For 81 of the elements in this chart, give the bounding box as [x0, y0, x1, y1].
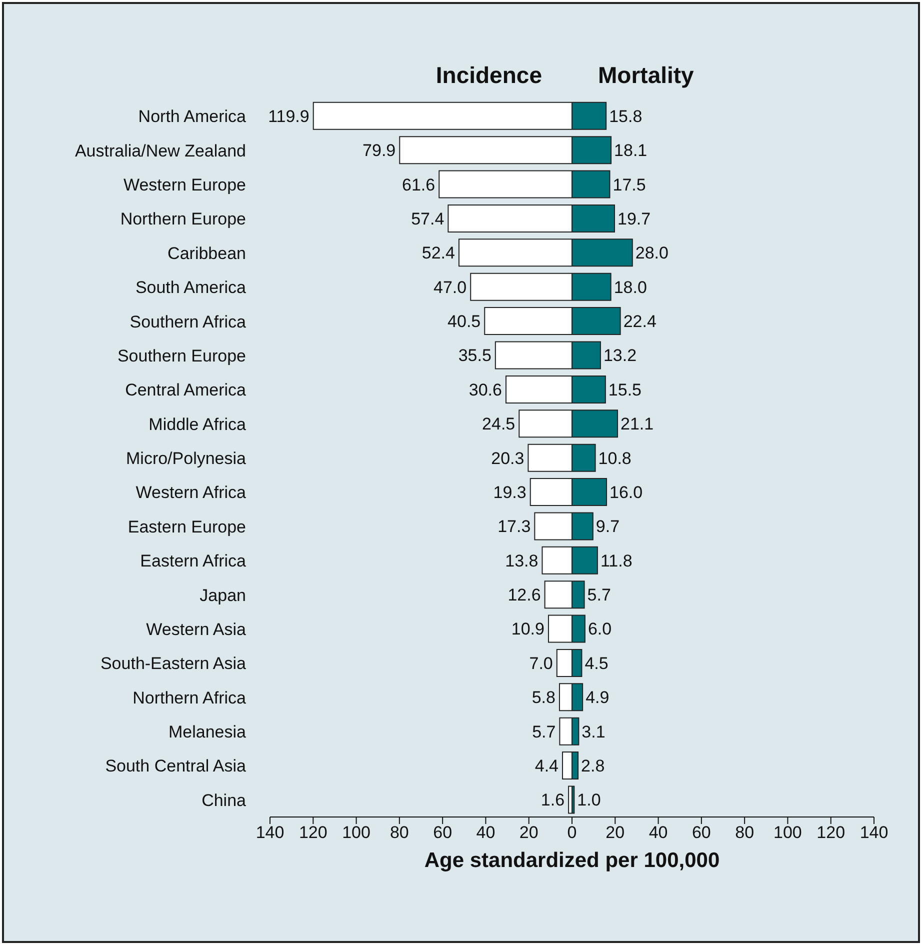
data-label: 7.0	[529, 654, 553, 673]
y-tick-label: China	[202, 790, 247, 810]
y-tick-label: Middle Africa	[148, 414, 247, 434]
data-label: 13.2	[603, 346, 637, 366]
chart-title: Incidence	[436, 62, 542, 89]
data-label: 22.4	[623, 312, 656, 332]
data-label: 15.5	[608, 380, 642, 400]
data-label: 9.7	[596, 517, 620, 536]
data-label: 4.5	[584, 654, 608, 673]
data-label: 18.1	[614, 141, 648, 160]
data-label: 57.4	[411, 209, 444, 228]
data-label: 17.3	[498, 517, 531, 536]
x-tick-label: 120	[816, 823, 846, 842]
x-tick-label: 80	[735, 823, 754, 842]
x-tick-label: 40	[648, 823, 668, 842]
x-tick-label: 100	[342, 823, 370, 842]
y-tick-label: Caribbean	[168, 244, 246, 263]
data-label: 19.7	[617, 209, 651, 228]
y-tick-label: North America	[138, 107, 247, 126]
data-label: 24.5	[482, 414, 516, 434]
data-label: 3.1	[582, 722, 606, 742]
y-tick-label: Central America	[125, 380, 247, 400]
data-label: 2.8	[581, 756, 605, 776]
data-label: 4.9	[586, 688, 610, 708]
data-label: 10.9	[511, 620, 544, 639]
data-label: 47.0	[434, 278, 467, 297]
y-tick-label: Eastern Europe	[128, 517, 246, 536]
x-tick-label: 120	[298, 823, 328, 842]
y-tick-label: South Central Asia	[105, 756, 247, 776]
x-tick-label: 80	[390, 823, 409, 842]
data-label: 52.4	[422, 244, 455, 263]
y-tick-label: Western Asia	[146, 620, 247, 639]
x-tick-label: 20	[519, 823, 538, 842]
data-label: 17.5	[612, 175, 646, 194]
data-label: 21.1	[620, 414, 654, 434]
data-label: 6.0	[588, 620, 612, 639]
data-label: 10.8	[598, 448, 632, 468]
y-tick-label: Western Europe	[123, 176, 246, 195]
y-tick-label: South-Eastern Asia	[100, 654, 247, 674]
data-label: 20.3	[491, 448, 524, 468]
data-label: 30.6	[468, 380, 502, 400]
x-tick-label: 0	[567, 823, 577, 842]
y-tick-label: Southern Africa	[130, 312, 247, 332]
data-label: 5.7	[532, 722, 556, 742]
y-tick-label: Australia/New Zealand	[74, 141, 246, 160]
y-tick-label: Northern Africa	[132, 688, 247, 708]
x-tick-label: 20	[606, 823, 625, 842]
data-label: 19.3	[493, 482, 526, 502]
data-label: 1.0	[577, 790, 601, 810]
x-tick-label: 60	[692, 823, 711, 842]
data-label: 35.5	[458, 346, 492, 366]
data-label: 119.9	[268, 106, 310, 126]
y-tick-label: Melanesia	[168, 722, 247, 742]
data-label: 18.0	[614, 278, 647, 297]
y-tick-label: Western Africa	[136, 483, 247, 502]
x-axis-title: Age standardized per 100,000	[424, 849, 720, 873]
data-label: 79.9	[362, 141, 396, 160]
y-tick-label: Northern Europe	[120, 210, 246, 229]
data-label: 1.6	[540, 790, 565, 810]
data-label: 15.8	[609, 106, 642, 126]
data-label: 5.8	[532, 688, 556, 708]
data-label: 12.6	[508, 586, 541, 605]
data-label: 61.6	[402, 175, 436, 194]
y-tick-label: Southern Europe	[117, 346, 246, 366]
y-tick-label: Japan	[200, 586, 246, 605]
data-label: 11.8	[600, 551, 632, 570]
data-label: 13.8	[505, 551, 538, 570]
x-tick-label: 40	[476, 823, 496, 842]
y-tick-label: Micro/Polynesia	[126, 449, 247, 468]
data-label: 4.4	[534, 756, 559, 776]
data-label: 16.0	[610, 482, 643, 502]
data-label: 28.0	[635, 244, 668, 263]
x-tick-label: 140	[860, 823, 888, 842]
x-tick-label: 140	[256, 823, 284, 842]
chart-title: Mortality	[598, 62, 694, 89]
data-label: 5.7	[587, 586, 611, 605]
x-tick-label: 100	[774, 823, 802, 842]
y-tick-label: South America	[135, 278, 247, 298]
x-tick-label: 60	[433, 823, 452, 842]
data-label: 40.5	[448, 312, 481, 332]
y-tick-label: Eastern Africa	[140, 552, 247, 571]
